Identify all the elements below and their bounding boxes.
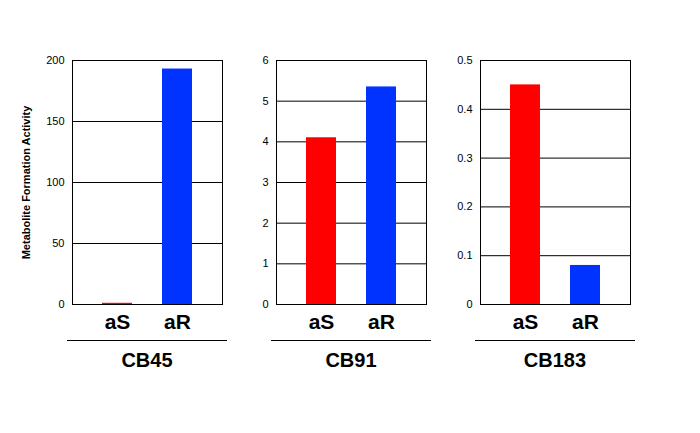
svg-text:0: 0 [58, 298, 64, 310]
svg-text:4: 4 [262, 135, 268, 147]
svg-text:1: 1 [262, 257, 268, 269]
svg-text:2: 2 [262, 217, 268, 229]
svg-text:aR: aR [368, 310, 395, 333]
svg-text:0.3: 0.3 [457, 152, 472, 164]
svg-text:200: 200 [46, 54, 64, 66]
svg-text:6: 6 [262, 54, 268, 66]
svg-text:0: 0 [262, 298, 268, 310]
svg-text:0.4: 0.4 [457, 103, 472, 115]
html-text:CB183: CB183 [523, 349, 587, 371]
svg-text:0: 0 [466, 298, 472, 310]
svg-text:0.2: 0.2 [457, 200, 472, 212]
svg-text:aS: aS [513, 310, 539, 333]
svg-text:0.5: 0.5 [457, 54, 472, 66]
svg-text:150: 150 [46, 115, 64, 127]
svg-text:aR: aR [572, 310, 599, 333]
svg-text:5: 5 [262, 95, 268, 107]
svg-text:3: 3 [262, 176, 268, 188]
svg-text:50: 50 [52, 237, 64, 249]
svg-text:100: 100 [46, 176, 64, 188]
svg-text:Metabolite Formation Activity: Metabolite Formation Activity [20, 105, 32, 259]
html-text:CB91: CB91 [325, 349, 377, 371]
html-text:CB45: CB45 [121, 349, 173, 371]
svg-text:0.1: 0.1 [457, 249, 472, 261]
svg-text:aR: aR [164, 310, 191, 333]
svg-text:aS: aS [309, 310, 335, 333]
svg-text:aS: aS [105, 310, 131, 333]
